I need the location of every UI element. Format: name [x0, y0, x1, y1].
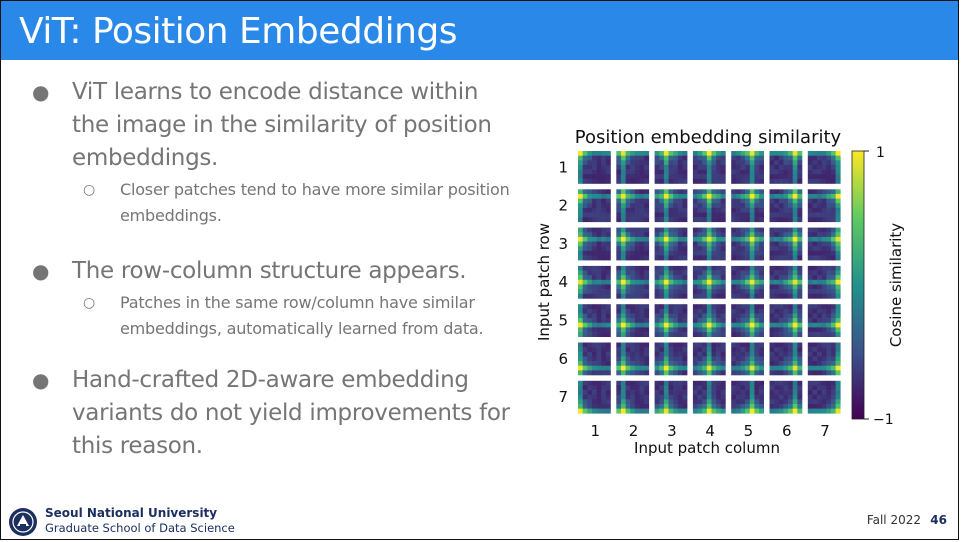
x-axis-label: Input patch column: [634, 439, 780, 457]
university-logo-icon: [9, 508, 37, 536]
y-axis-label: Input patch row: [535, 223, 553, 341]
heatmap-tile-r3-c7: [807, 227, 841, 261]
heatmap-tile-r7-c6: [769, 380, 803, 414]
heatmap-tile-r7-c3: [654, 380, 688, 414]
heatmap-tile-r4-c2: [616, 265, 650, 299]
row-tick-labels: 1 2 3 4 5 6 7: [558, 158, 568, 406]
heatmap-tile-r7-c5: [731, 380, 764, 414]
heatmap-tile-r3-c3: [654, 227, 688, 261]
heatmap-tile-r6-c7: [807, 342, 841, 376]
heatmap-tile-r4-c6: [769, 265, 803, 299]
university-name: Seoul National University: [45, 506, 218, 520]
heatmap-tile-r6-c3: [654, 342, 688, 376]
bullet-1: ● ViT learns to encode distance within th…: [30, 76, 510, 175]
heatmap-tile-r7-c1: [578, 380, 611, 414]
chart-title: Position embedding similarity: [575, 127, 842, 148]
column-tick-label: 2: [629, 422, 639, 440]
sub-bullet-1: ○ Closer patches tend to have more simila…: [30, 177, 510, 229]
column-tick-labels: 1 2 3 4 5 6 7: [590, 422, 829, 440]
heatmap-tile-r2-c4: [692, 189, 726, 223]
colorbar-min-label: −1: [873, 412, 894, 428]
heatmap-tile-r1-c1: [578, 151, 611, 184]
row-tick-label: 1: [558, 158, 568, 176]
colorbar: [851, 150, 865, 420]
slide-header: ViT: Position Embeddings: [1, 1, 958, 60]
column-tick-label: 7: [820, 422, 830, 440]
heatmap-tile-r6-c6: [769, 342, 803, 376]
row-tick-label: 6: [558, 350, 568, 368]
heatmap-tile-r1-c6: [769, 151, 803, 184]
heatmap-tile-r5-c2: [616, 304, 650, 337]
column-tick-label: 5: [744, 422, 754, 440]
heatmap-tile-r4-c5: [731, 265, 764, 299]
heatmap-tile-r3-c1: [578, 227, 611, 261]
heatmap-tile-r6-c4: [692, 342, 726, 376]
heatmap-tile-r4-c7: [807, 265, 841, 299]
heatmap-tile-r2-c2: [616, 189, 650, 223]
heatmap-tile-r4-c4: [692, 265, 726, 299]
heatmap-tile-r7-c2: [616, 380, 650, 414]
heatmap-tile-r2-c1: [578, 189, 611, 223]
sub-bullet-2: ○ Patches in the same row/column have sim…: [30, 290, 510, 342]
heatmap-tile-r4-c3: [654, 265, 688, 299]
heatmap-tile-r1-c2: [616, 151, 650, 184]
heatmap-tile-r5-c3: [654, 304, 688, 337]
bullet-dot-icon: ●: [32, 80, 50, 104]
column-tick-label: 4: [705, 422, 715, 440]
heatmap-tile-r1-c3: [654, 151, 688, 184]
bullet-2: ● The row-column structure appears.: [30, 255, 510, 288]
heatmap-tile-r2-c5: [731, 189, 764, 223]
heatmap-tile-r2-c6: [769, 189, 803, 223]
row-tick-label: 2: [558, 197, 568, 215]
bullet-1-text: ViT learns to encode distance within the…: [72, 79, 492, 171]
heatmap-tile-r4-c1: [578, 265, 611, 299]
bullet-dot-icon: ●: [32, 368, 50, 392]
heatmap-tile-r2-c7: [807, 189, 841, 223]
bullet-3: ● Hand-crafted 2D-aware embedding variant…: [30, 364, 510, 463]
heatmap-tile-r3-c5: [731, 227, 764, 261]
heatmap-tile-r1-c7: [807, 151, 841, 184]
heatmap-tile-r6-c5: [731, 342, 764, 376]
term-label: Fall 2022: [866, 513, 921, 527]
row-tick-label: 4: [558, 273, 568, 291]
heatmap-tile-r6-c2: [616, 342, 650, 376]
row-tick-label: 7: [558, 388, 568, 406]
heatmap-tile-r1-c5: [731, 151, 764, 184]
colorbar-label: Cosine similarity: [887, 223, 905, 347]
heatmap-tile-r1-c4: [692, 151, 726, 184]
heatmap-tile-r3-c4: [692, 227, 726, 261]
heatmap-tile-r6-c1: [578, 342, 611, 376]
school-name: Graduate School of Data Science: [45, 521, 235, 535]
heatmap-tile-r7-c4: [692, 380, 726, 414]
column-tick-label: 6: [782, 422, 792, 440]
sub-bullet-2-text: Patches in the same row/column have simi…: [120, 293, 484, 338]
heatmap-tile-r5-c5: [731, 304, 764, 337]
sub-bullet-1-text: Closer patches tend to have more similar…: [120, 180, 510, 225]
heatmap-tile-r7-c7: [807, 380, 841, 414]
slide-title: ViT: Position Embeddings: [19, 11, 458, 52]
row-tick-label: 3: [558, 235, 568, 253]
column-tick-label: 3: [667, 422, 677, 440]
bullet-dot-icon: ●: [32, 259, 50, 283]
sub-bullet-circle-icon: ○: [83, 182, 96, 198]
heatmap-tile-r5-c7: [807, 304, 841, 337]
colorbar-max-label: 1: [876, 145, 885, 161]
bullet-2-text: The row-column structure appears.: [72, 258, 467, 284]
heatmap-tile-r3-c6: [769, 227, 803, 261]
heatmap-tile-r5-c4: [692, 304, 726, 337]
page-number: 46: [930, 513, 947, 527]
sub-bullet-circle-icon: ○: [83, 295, 96, 311]
heatmap-tiles: [578, 151, 841, 414]
bullet-list: ● ViT learns to encode distance within th…: [30, 76, 510, 463]
row-tick-label: 5: [558, 311, 568, 329]
bullet-3-text: Hand-crafted 2D-aware embedding variants…: [72, 367, 510, 459]
heatmap-tile-r5-c1: [578, 304, 611, 337]
heatmap-svg: Position embedding similarity 1 2 3 4 5 6 7 1 2…: [535, 127, 905, 457]
heatmap-tile-r3-c2: [616, 227, 650, 261]
column-tick-label: 1: [590, 422, 600, 440]
position-embedding-chart: Position embedding similarity 1 2 3 4 5 6 7 1 2…: [530, 118, 930, 468]
heatmap-tile-r5-c6: [769, 304, 803, 337]
heatmap-tile-r2-c3: [654, 189, 688, 223]
